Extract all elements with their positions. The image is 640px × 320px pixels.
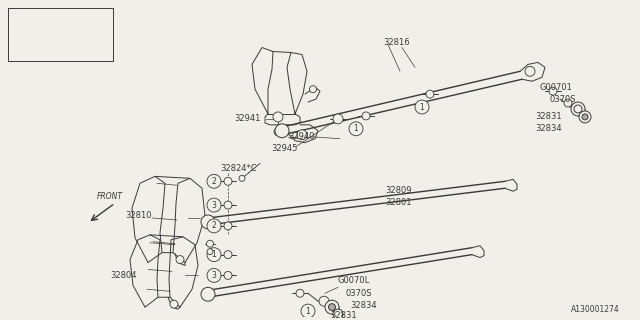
Text: 32834: 32834 <box>535 124 562 133</box>
Circle shape <box>224 177 232 185</box>
Text: 2: 2 <box>212 221 216 230</box>
Circle shape <box>549 87 557 95</box>
Circle shape <box>224 201 232 209</box>
Circle shape <box>310 86 317 92</box>
Text: A130001274: A130001274 <box>572 305 620 314</box>
Circle shape <box>333 309 343 319</box>
Circle shape <box>201 215 215 229</box>
Circle shape <box>224 222 232 230</box>
Circle shape <box>574 105 582 113</box>
Text: 32824*B: 32824*B <box>34 48 67 57</box>
Circle shape <box>296 289 304 297</box>
Circle shape <box>274 128 282 136</box>
Text: 32809: 32809 <box>385 186 412 195</box>
Circle shape <box>426 90 434 98</box>
Text: 1: 1 <box>17 14 21 20</box>
Circle shape <box>301 304 315 318</box>
Circle shape <box>525 66 535 76</box>
Text: 3: 3 <box>17 50 21 55</box>
Circle shape <box>325 300 339 314</box>
Circle shape <box>207 219 221 233</box>
Text: 1: 1 <box>212 250 216 259</box>
Circle shape <box>207 268 221 282</box>
Circle shape <box>239 175 245 181</box>
Text: 3: 3 <box>212 201 216 210</box>
Text: 32834: 32834 <box>350 301 376 310</box>
Text: 32940: 32940 <box>288 132 314 141</box>
Text: 1: 1 <box>420 102 424 111</box>
Text: 32810: 32810 <box>125 212 152 220</box>
Circle shape <box>579 111 591 123</box>
Circle shape <box>207 249 213 255</box>
Text: E00621: E00621 <box>34 12 63 21</box>
FancyBboxPatch shape <box>8 8 113 61</box>
Text: 32824*A: 32824*A <box>34 30 67 39</box>
Text: 32831: 32831 <box>330 310 356 320</box>
Text: 32824*C: 32824*C <box>220 164 257 173</box>
Circle shape <box>12 45 26 60</box>
Text: 32801: 32801 <box>385 198 412 207</box>
Text: 32831: 32831 <box>535 112 562 121</box>
Text: 1: 1 <box>306 307 310 316</box>
Circle shape <box>224 251 232 259</box>
Text: 0370S: 0370S <box>345 289 371 298</box>
Circle shape <box>273 112 283 122</box>
Circle shape <box>170 300 178 308</box>
Text: 32941: 32941 <box>234 114 260 124</box>
Text: 32804: 32804 <box>110 271 136 280</box>
Text: 2: 2 <box>17 32 21 38</box>
Circle shape <box>275 124 289 138</box>
Circle shape <box>12 28 26 42</box>
Text: G00701: G00701 <box>540 83 573 92</box>
Text: 3: 3 <box>212 271 216 280</box>
Text: FRONT: FRONT <box>97 192 123 201</box>
Circle shape <box>349 122 363 136</box>
Text: 32945: 32945 <box>271 144 298 153</box>
Circle shape <box>297 130 307 140</box>
Text: 1: 1 <box>354 124 358 133</box>
Circle shape <box>207 174 221 188</box>
Circle shape <box>12 10 26 24</box>
Circle shape <box>328 304 335 311</box>
Circle shape <box>415 100 429 114</box>
Circle shape <box>571 102 585 116</box>
Text: 0370S: 0370S <box>550 95 577 104</box>
Text: 2: 2 <box>212 177 216 186</box>
Circle shape <box>207 248 221 261</box>
Circle shape <box>582 114 588 120</box>
Circle shape <box>362 112 370 120</box>
Circle shape <box>333 114 343 124</box>
Circle shape <box>207 198 221 212</box>
Text: G0070L: G0070L <box>338 276 371 285</box>
Circle shape <box>176 256 184 264</box>
Circle shape <box>319 296 329 306</box>
Circle shape <box>224 271 232 279</box>
Circle shape <box>201 287 215 301</box>
Circle shape <box>564 99 572 107</box>
Text: 32816: 32816 <box>383 38 410 47</box>
Circle shape <box>207 240 214 247</box>
